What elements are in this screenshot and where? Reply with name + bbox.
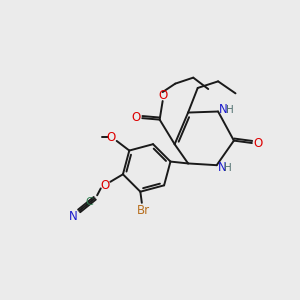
Text: O: O	[100, 179, 110, 192]
Text: O: O	[254, 136, 263, 149]
Text: C: C	[85, 197, 93, 207]
Text: N: N	[69, 209, 77, 223]
Text: N: N	[218, 161, 226, 174]
Text: H: H	[226, 105, 233, 115]
Text: O: O	[159, 88, 168, 101]
Text: Br: Br	[137, 204, 150, 217]
Text: H: H	[224, 163, 232, 173]
Text: O: O	[106, 131, 115, 144]
Text: N: N	[219, 103, 228, 116]
Text: O: O	[131, 111, 140, 124]
